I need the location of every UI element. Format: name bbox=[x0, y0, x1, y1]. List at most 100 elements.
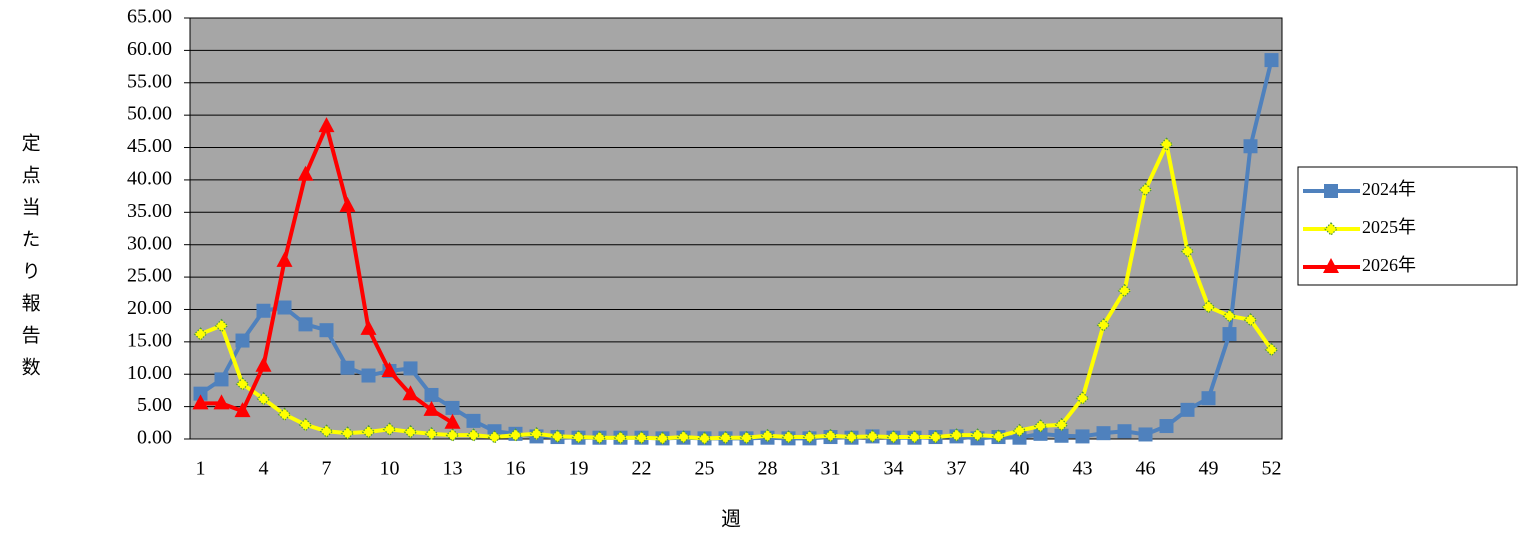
data-point bbox=[340, 426, 355, 441]
data-point bbox=[949, 428, 964, 442]
data-point bbox=[1243, 139, 1258, 154]
data-point bbox=[193, 327, 208, 341]
data-point bbox=[339, 196, 356, 212]
data-point bbox=[319, 424, 334, 439]
data-point bbox=[802, 430, 817, 444]
x-tick-label: 7 bbox=[322, 458, 332, 480]
data-point bbox=[1054, 417, 1069, 432]
data-point bbox=[319, 323, 334, 338]
data-point bbox=[192, 394, 209, 410]
data-point bbox=[402, 385, 419, 401]
data-point bbox=[1033, 419, 1048, 433]
data-point bbox=[298, 417, 313, 432]
data-point bbox=[760, 428, 775, 443]
data-point bbox=[676, 430, 691, 444]
data-point bbox=[550, 429, 565, 444]
data-point bbox=[655, 431, 670, 446]
y-tick-label: 45.00 bbox=[127, 135, 172, 157]
data-point bbox=[235, 377, 250, 391]
data-point bbox=[256, 303, 271, 318]
data-point bbox=[1012, 430, 1027, 445]
data-point bbox=[865, 429, 880, 444]
data-point bbox=[1264, 53, 1279, 68]
data-point bbox=[844, 430, 859, 444]
legend-label: 2024年 bbox=[1362, 179, 1416, 199]
data-point bbox=[571, 430, 586, 444]
data-point bbox=[381, 361, 398, 377]
x-tick-label: 37 bbox=[947, 458, 967, 480]
x-axis-label: 週 bbox=[721, 508, 741, 531]
data-point bbox=[1138, 182, 1153, 197]
data-point bbox=[928, 430, 943, 444]
x-tick-label: 46 bbox=[1136, 458, 1156, 480]
data-point bbox=[1159, 419, 1174, 434]
data-point bbox=[382, 422, 397, 437]
data-point bbox=[613, 430, 628, 445]
y-tick-label: 0.00 bbox=[137, 427, 172, 449]
x-tick-label: 31 bbox=[821, 458, 841, 480]
x-tick-label: 28 bbox=[758, 458, 778, 480]
data-point bbox=[214, 318, 229, 333]
data-point bbox=[445, 400, 460, 415]
data-point bbox=[739, 430, 754, 445]
data-point bbox=[1075, 391, 1090, 406]
data-point bbox=[466, 428, 481, 442]
y-tick-label: 15.00 bbox=[127, 329, 172, 351]
data-point bbox=[403, 361, 418, 376]
data-point bbox=[907, 430, 922, 444]
data-point bbox=[235, 333, 250, 348]
data-point bbox=[970, 428, 985, 442]
y-tick-label: 55.00 bbox=[127, 70, 172, 92]
x-tick-label: 22 bbox=[632, 458, 652, 480]
legend-marker bbox=[1323, 258, 1339, 273]
data-point bbox=[1096, 426, 1111, 441]
data-point bbox=[1264, 342, 1279, 357]
data-point bbox=[361, 368, 376, 383]
data-point bbox=[445, 428, 460, 442]
data-point bbox=[424, 426, 439, 441]
data-point bbox=[234, 402, 251, 418]
data-point bbox=[1054, 428, 1069, 443]
data-point bbox=[1222, 309, 1237, 323]
data-point bbox=[508, 428, 523, 442]
legend-marker bbox=[1324, 222, 1338, 236]
x-tick-label: 19 bbox=[569, 458, 589, 480]
legend-label: 2025年 bbox=[1362, 217, 1416, 237]
x-tick-label: 49 bbox=[1199, 458, 1219, 480]
data-point bbox=[318, 117, 335, 133]
data-point bbox=[1138, 427, 1153, 442]
x-tick-label: 52 bbox=[1262, 458, 1282, 480]
data-point bbox=[255, 356, 272, 372]
data-point bbox=[823, 428, 838, 443]
data-point bbox=[1117, 283, 1132, 298]
x-tick-label: 4 bbox=[259, 458, 269, 480]
data-point bbox=[423, 400, 440, 416]
x-tick-label: 16 bbox=[506, 458, 526, 480]
data-point bbox=[886, 430, 901, 444]
data-point bbox=[1117, 424, 1132, 439]
data-point bbox=[360, 319, 377, 335]
data-point bbox=[1096, 318, 1111, 332]
data-point bbox=[424, 387, 439, 402]
data-point bbox=[991, 429, 1006, 444]
y-tick-label: 35.00 bbox=[127, 200, 172, 222]
data-point bbox=[340, 360, 355, 375]
data-point bbox=[529, 426, 544, 441]
data-point bbox=[466, 413, 481, 428]
data-point bbox=[781, 430, 796, 444]
y-tick-label: 25.00 bbox=[127, 265, 172, 287]
y-tick-label: 5.00 bbox=[137, 394, 172, 416]
data-point bbox=[256, 391, 271, 406]
data-point bbox=[1222, 327, 1237, 342]
data-point bbox=[277, 407, 292, 422]
y-tick-label: 50.00 bbox=[127, 103, 172, 125]
data-point bbox=[214, 372, 229, 387]
data-point bbox=[1159, 137, 1174, 152]
legend-marker bbox=[1324, 184, 1338, 198]
x-tick-label: 34 bbox=[884, 458, 904, 480]
data-point bbox=[634, 430, 649, 445]
x-tick-label: 1 bbox=[196, 458, 206, 480]
x-tick-label: 25 bbox=[695, 458, 715, 480]
